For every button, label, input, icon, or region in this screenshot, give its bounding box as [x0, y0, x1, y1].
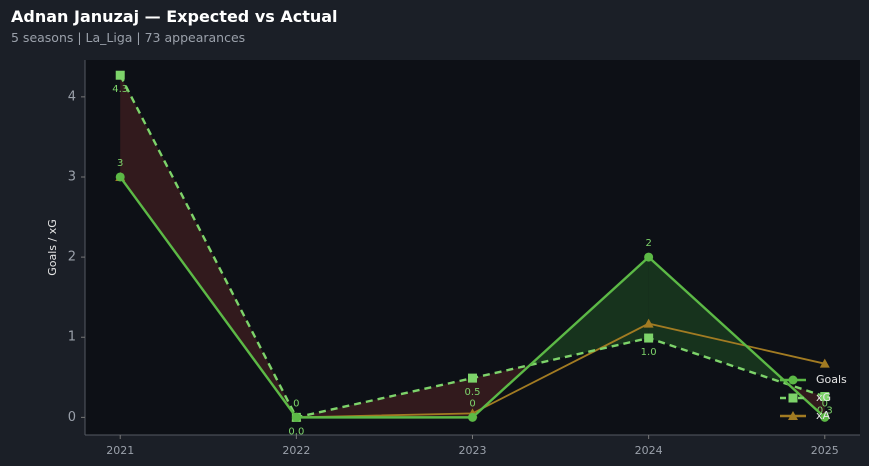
point: [819, 358, 830, 368]
y-tick-label: 3: [68, 169, 76, 184]
y-tick-label: 0: [68, 410, 76, 425]
data-label: 0: [469, 398, 475, 409]
data-label: 0: [293, 398, 299, 409]
legend-marker: [788, 375, 798, 385]
point: [820, 392, 830, 402]
x-tick-label: 2024: [635, 444, 663, 457]
point: [644, 333, 654, 343]
x-tick-label: 2022: [282, 444, 310, 457]
point: [468, 373, 477, 383]
point: [468, 412, 477, 422]
x-tick-label: 2021: [106, 444, 134, 457]
point: [820, 412, 830, 422]
y-tick-label: 4: [68, 89, 76, 104]
data-label: 1.0: [641, 347, 657, 358]
chart-subtitle: 5 seasons | La_Liga | 73 appearances: [11, 30, 246, 45]
point: [115, 172, 125, 182]
legend-marker: [788, 393, 798, 403]
point: [291, 412, 301, 422]
data-label: 2: [645, 238, 651, 249]
point: [643, 318, 654, 328]
y-tick-label: 1: [68, 330, 76, 345]
data-label: 0.0: [288, 426, 304, 437]
y-tick-label: 2: [68, 250, 76, 265]
y-axis-label: Goals / xG: [46, 219, 59, 276]
data-label: 0.5: [465, 387, 481, 398]
legend-label: xA: [816, 409, 831, 422]
point: [115, 70, 125, 80]
x-tick-label: 2025: [811, 444, 839, 457]
data-label: 0: [822, 398, 828, 409]
data-label: 4.3: [112, 84, 128, 95]
legend-label: xG: [816, 391, 831, 404]
legend-marker: [788, 411, 798, 420]
plot-area: [85, 60, 860, 435]
data-label: 0.3: [817, 406, 833, 417]
x-tick-label: 2023: [459, 444, 487, 457]
chart-title: Adnan Januzaj — Expected vs Actual: [11, 7, 338, 26]
legend-label: Goals: [816, 373, 847, 386]
data-label: 3: [117, 158, 123, 169]
point: [644, 252, 654, 262]
